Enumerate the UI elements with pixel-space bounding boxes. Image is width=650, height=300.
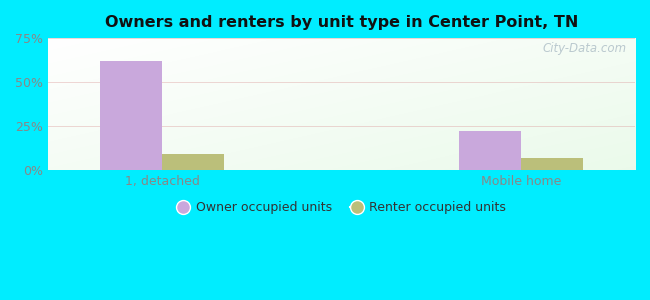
Text: City-Data.com: City-Data.com	[542, 42, 626, 55]
Bar	[521, 158, 583, 170]
Title: Owners and renters by unit type in Center Point, TN: Owners and renters by unit type in Cente…	[105, 15, 578, 30]
Legend: Owner occupied units, Renter occupied units: Owner occupied units, Renter occupied un…	[172, 196, 511, 220]
Bar	[162, 154, 224, 170]
Bar	[100, 61, 162, 170]
Bar	[459, 131, 521, 170]
